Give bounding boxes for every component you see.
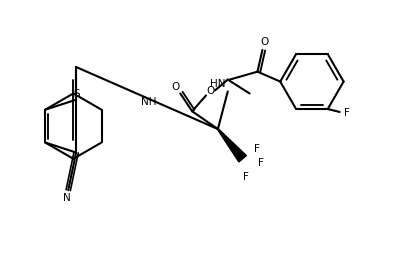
Text: F: F	[243, 172, 248, 182]
Text: F: F	[253, 144, 260, 154]
Text: N: N	[63, 193, 71, 203]
Polygon shape	[218, 129, 246, 162]
Text: F: F	[258, 158, 263, 168]
Text: NH: NH	[141, 97, 157, 107]
Text: O: O	[171, 82, 180, 92]
Text: HN: HN	[210, 79, 226, 89]
Text: O: O	[260, 37, 269, 47]
Text: O: O	[207, 87, 215, 96]
Text: F: F	[344, 108, 349, 118]
Text: S: S	[74, 89, 80, 99]
